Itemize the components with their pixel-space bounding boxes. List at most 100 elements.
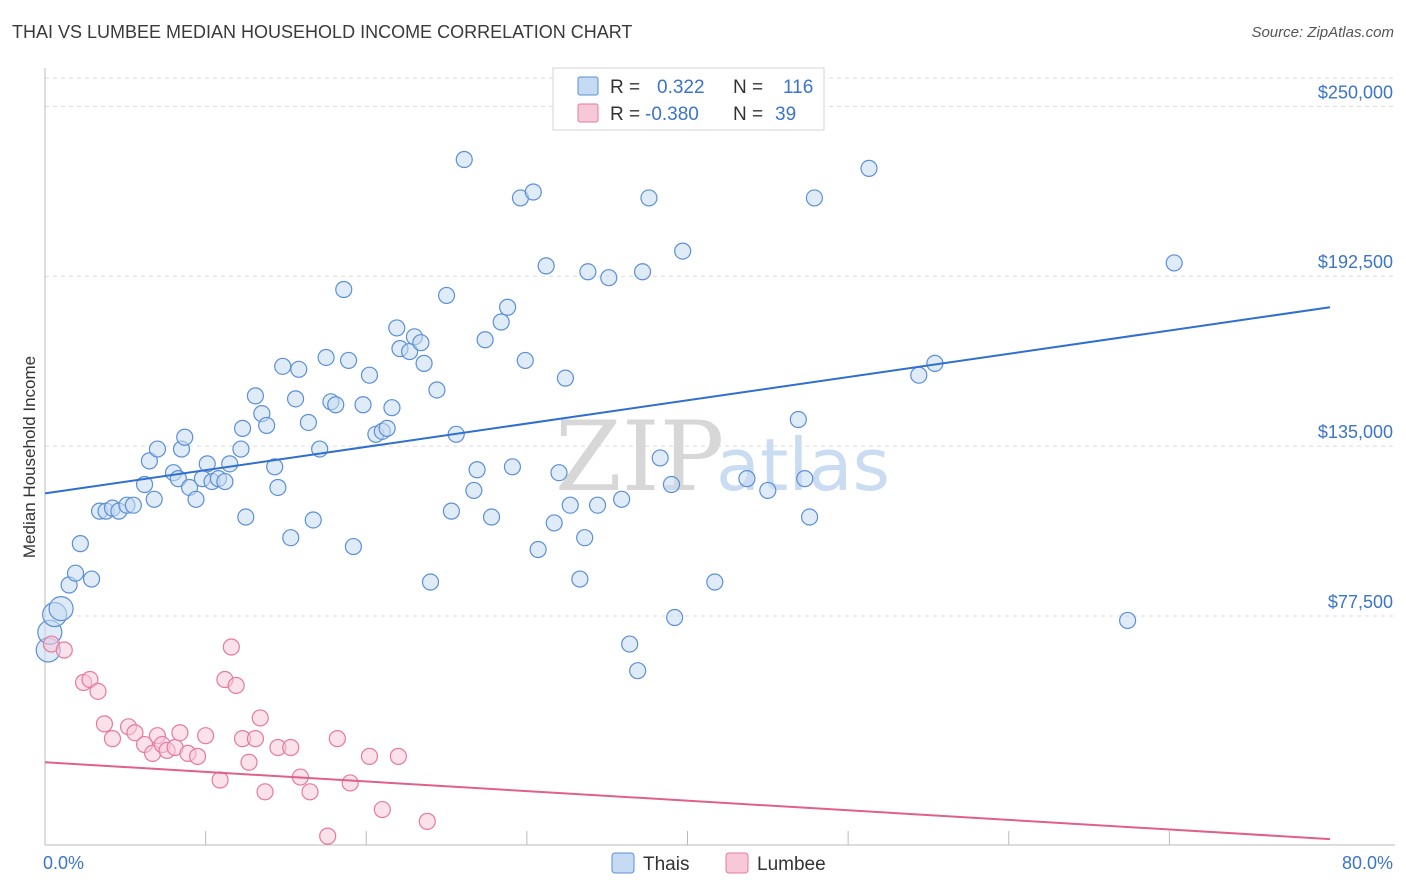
lumbee-point (373, 800, 391, 819)
thais-point (556, 369, 575, 387)
thais-point (317, 348, 335, 367)
x-axis-ticks (205, 831, 1170, 845)
lumbee-point (95, 715, 114, 733)
thais-point (600, 269, 618, 287)
lumbee-point (389, 747, 407, 765)
thais-trend-line (44, 306, 1331, 495)
lumbee-point (227, 676, 245, 695)
lumbee-point (197, 727, 215, 745)
thais-point (442, 502, 460, 520)
thais-point (145, 490, 163, 508)
thais-point (545, 514, 563, 532)
thais-point (124, 496, 142, 514)
thais-point (198, 455, 216, 473)
thais-point (383, 399, 401, 417)
thais-point (706, 573, 724, 591)
watermark-atlas: atlas (716, 423, 890, 507)
thais-point (176, 428, 194, 446)
thais-point (476, 331, 494, 349)
legend-thais-swatch (611, 852, 635, 874)
y-tick-label: $192,500 (1318, 252, 1393, 272)
lumbee-point (341, 774, 359, 792)
thais-point (1165, 254, 1183, 272)
thais-point (633, 263, 652, 281)
thais-point (537, 257, 555, 275)
legend-n-value-thais: 116 (783, 77, 813, 98)
thais-point (412, 334, 430, 352)
thais-point (82, 570, 101, 588)
legend-r-label-lumbee: R = (610, 104, 640, 125)
thais-point (651, 449, 669, 467)
thais-point (282, 529, 300, 547)
thais-point (437, 286, 456, 305)
lumbee-point (103, 730, 122, 748)
thais-point (465, 481, 483, 500)
lumbee-point (81, 670, 99, 689)
thais-point (529, 540, 547, 559)
thais-point (571, 570, 589, 588)
thais-point (789, 410, 807, 429)
thais-point (335, 280, 353, 299)
thais-point (674, 242, 692, 260)
thais-point (421, 573, 440, 591)
lumbee-point (246, 730, 265, 748)
x-tick-label-max: 80.0% (1342, 853, 1393, 873)
gridlines (45, 77, 1395, 617)
thais-point (492, 313, 510, 331)
x-tick-label-min: 0.0% (43, 853, 84, 873)
thais-point (304, 511, 322, 529)
lumbee-point (301, 783, 319, 801)
lumbee-point (251, 709, 269, 727)
legend-r-label-thais: R = (610, 77, 640, 98)
thais-point (738, 470, 756, 488)
thais-point (344, 537, 362, 556)
thais-point (629, 662, 647, 680)
thais-point (415, 354, 433, 372)
lumbee-point (89, 682, 107, 700)
correlation-legend: R = 0.322 N = 116 R = -0.380 N = 39 (552, 67, 825, 131)
thais-point (360, 366, 379, 384)
thais-point (266, 458, 284, 476)
thais-point (860, 159, 878, 177)
thais-point (48, 596, 74, 622)
thais-point (232, 440, 250, 458)
lumbee-point (188, 747, 207, 765)
thais-point (576, 529, 594, 547)
thais-point (482, 508, 501, 526)
legend-n-label-thais: N = (733, 77, 763, 98)
thais-point (258, 416, 276, 435)
lumbee-swatch (577, 103, 599, 123)
thais-point (66, 564, 85, 582)
lumbee-point (319, 827, 337, 845)
thais-point (503, 458, 522, 476)
thais-point (378, 419, 396, 437)
y-tick-label: $135,000 (1318, 422, 1393, 442)
thais-point (299, 413, 318, 432)
thais-point (910, 366, 928, 384)
thais-point (455, 150, 473, 169)
lumbee-point (418, 812, 436, 830)
thais-point (290, 360, 308, 378)
axes (44, 68, 1395, 846)
legend-lumbee-label: Lumbee (757, 854, 826, 875)
thais-point (800, 508, 819, 526)
thais-point (148, 440, 167, 458)
series-legend: Thais Lumbee (611, 852, 826, 875)
lumbee-point (211, 771, 229, 789)
lumbee-point (256, 783, 274, 801)
thais-point (388, 319, 406, 337)
thais-point (550, 464, 568, 482)
legend-thais-label: Thais (643, 854, 689, 875)
thais-point (805, 189, 823, 207)
lumbee-point (328, 730, 346, 748)
thais-point (588, 496, 607, 514)
thais-points (35, 150, 1183, 680)
thais-point (613, 490, 631, 508)
thais-point (286, 390, 305, 408)
thais-point (187, 490, 205, 508)
thais-point (233, 419, 252, 437)
trend-lines (44, 306, 1331, 841)
thais-point (1119, 611, 1137, 630)
legend-n-label-lumbee: N = (733, 104, 763, 125)
